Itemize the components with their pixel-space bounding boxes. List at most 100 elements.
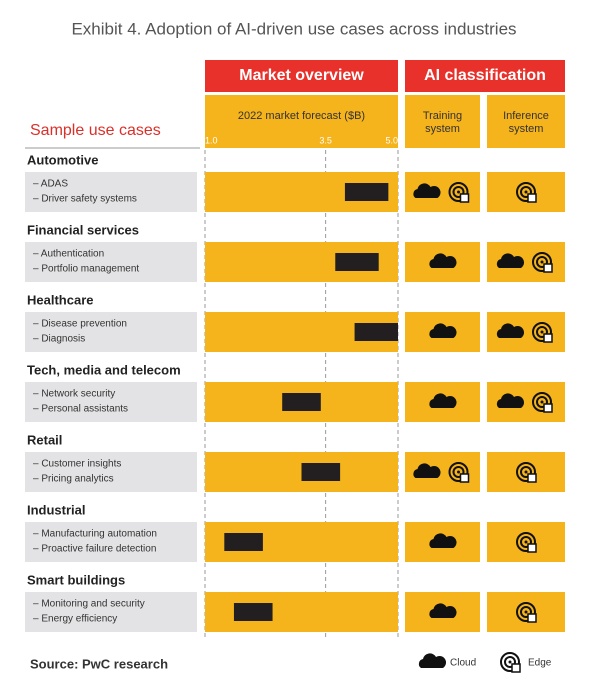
class-header: Inference system	[503, 110, 549, 135]
cloud-shape	[418, 653, 447, 668]
industry: Financial services	[27, 222, 139, 237]
sub-header	[205, 95, 398, 148]
edge-ring	[504, 656, 516, 668]
edge-ring	[532, 392, 552, 412]
legend-label: Edge	[528, 658, 552, 669]
cloud-shape	[496, 393, 525, 408]
edge-dot	[524, 190, 528, 194]
cloud-icon	[429, 393, 457, 408]
use-case: – ADAS	[33, 179, 68, 190]
edge-dot	[524, 470, 528, 474]
forecast-bar	[354, 323, 398, 341]
edge-chip	[527, 473, 537, 483]
edge-ring	[452, 186, 465, 198]
edge-icon	[448, 182, 470, 203]
edge-dot	[457, 190, 460, 194]
edge-dot	[540, 260, 544, 264]
cloud-icon	[418, 653, 447, 668]
cloud-icon	[429, 603, 457, 618]
cloud-icon	[496, 323, 525, 338]
edge-chip	[543, 263, 553, 273]
edge-dot	[540, 330, 544, 334]
edge-chip	[527, 193, 537, 203]
industry: Tech, media and telecom	[27, 362, 181, 377]
edge-icon	[516, 532, 537, 553]
use-case: – Portfolio management	[33, 264, 139, 275]
cloud-icon	[413, 183, 441, 198]
x-tick-label: 5.0	[385, 135, 398, 145]
cloud-shape	[429, 603, 457, 618]
cloud-shape	[413, 183, 441, 198]
use-case-box	[25, 382, 197, 422]
edge-dot	[508, 660, 512, 664]
edge-dot	[457, 470, 460, 474]
forecast-bar	[344, 183, 389, 201]
edge-dot	[524, 610, 528, 614]
edge-chip	[511, 663, 521, 673]
edge-ring	[532, 252, 552, 272]
group-header	[405, 60, 565, 92]
use-case: – Network security	[33, 389, 115, 400]
use-case: – Diagnosis	[33, 334, 85, 345]
x-tick-label: 3.5	[319, 135, 332, 145]
edge-ring	[516, 462, 536, 482]
edge-ring	[536, 396, 548, 408]
edge-chip	[543, 403, 553, 413]
sub-header	[405, 95, 480, 148]
use-case: – Customer insights	[33, 459, 121, 470]
row-header: Sample use cases	[30, 122, 161, 139]
edge-ring	[520, 536, 532, 548]
industry: Smart buildings	[27, 572, 125, 587]
cloud-shape	[496, 253, 525, 268]
industry: Retail	[27, 432, 62, 447]
use-case: – Proactive failure detection	[33, 544, 156, 555]
use-case: – Disease prevention	[33, 319, 127, 330]
cloud-shape	[413, 463, 441, 478]
forecast-bar	[282, 393, 321, 411]
edge-chip	[527, 613, 537, 623]
edge-ring	[532, 322, 552, 342]
forecast-bar	[301, 463, 341, 481]
edge-icon	[516, 602, 537, 623]
use-case: – Pricing analytics	[33, 474, 114, 485]
class-header: Training system	[423, 110, 462, 135]
edge-icon	[532, 322, 553, 343]
edge-ring	[516, 602, 536, 622]
use-case: – Manufacturing automation	[33, 529, 157, 540]
use-case: – Energy efficiency	[33, 614, 117, 625]
edge-icon	[500, 652, 521, 673]
cloud-shape	[429, 393, 457, 408]
edge-ring	[500, 652, 520, 672]
industry: Industrial	[27, 502, 86, 517]
edge-ring	[520, 186, 532, 198]
use-case-box	[25, 242, 197, 282]
use-case-box	[25, 172, 197, 212]
cloud-icon	[429, 253, 457, 268]
group-header	[205, 60, 398, 92]
edge-ring	[516, 182, 536, 202]
use-case-box	[25, 592, 197, 632]
edge-icon	[448, 462, 470, 483]
edge-icon	[532, 252, 553, 273]
industry: Healthcare	[27, 292, 93, 307]
edge-dot	[540, 400, 544, 404]
chart-title: Exhibit 4. Adoption of AI-driven use cas…	[71, 19, 516, 38]
x-axis-label: 2022 market forecast ($B)	[238, 110, 365, 122]
use-case: – Personal assistants	[33, 404, 128, 415]
industry: Automotive	[27, 152, 99, 167]
edge-ring	[448, 182, 469, 202]
edge-chip	[459, 193, 470, 203]
use-case: – Authentication	[33, 249, 104, 260]
forecast-bar	[224, 533, 263, 551]
edge-ring	[536, 256, 548, 268]
edge-chip	[543, 333, 553, 343]
cloud-shape	[496, 323, 525, 338]
edge-dot	[524, 540, 528, 544]
edge-icon	[532, 392, 553, 413]
edge-ring	[452, 466, 465, 478]
edge-icon	[516, 182, 537, 203]
cloud-shape	[429, 253, 457, 268]
forecast-bar	[335, 253, 379, 271]
edge-ring	[520, 466, 532, 478]
